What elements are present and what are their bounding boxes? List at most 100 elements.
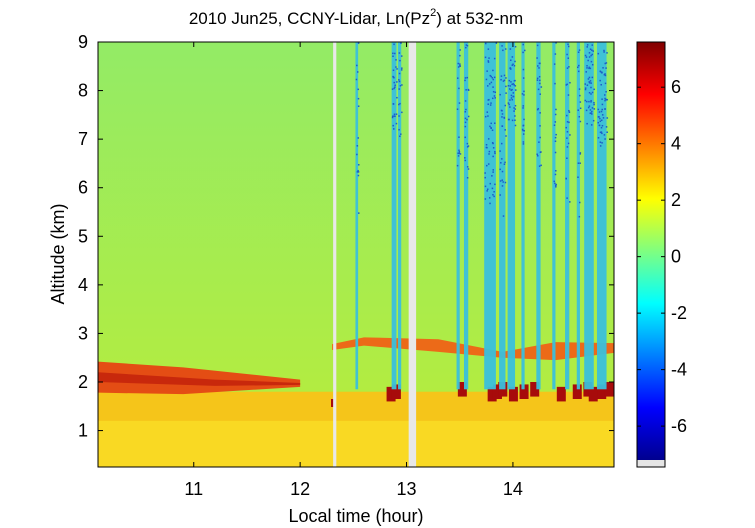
streak-noise: [599, 117, 601, 120]
x-axis: 11 12 13 14: [184, 42, 523, 499]
streak-noise: [604, 138, 606, 140]
streak-noise: [514, 119, 516, 122]
streak-noise: [500, 142, 503, 145]
streak-noise: [459, 153, 462, 155]
streak-noise: [393, 115, 396, 117]
streak-noise: [393, 43, 395, 46]
streak-noise: [590, 101, 592, 103]
streak-column: [463, 42, 469, 390]
streak-noise: [394, 84, 396, 87]
streak-noise: [495, 42, 498, 44]
streak-noise: [588, 67, 590, 70]
streak-noise: [565, 84, 568, 86]
streak-column: [391, 42, 397, 390]
streak-noise: [588, 52, 591, 54]
streak-noise: [566, 197, 568, 199]
streak-column: [499, 42, 506, 390]
streak-noise: [395, 113, 398, 115]
streak-noise: [590, 60, 593, 63]
streak-noise: [592, 119, 595, 122]
streak-noise: [485, 144, 488, 146]
y-tick-label: 5: [78, 226, 88, 246]
streak-noise: [579, 101, 582, 103]
colorbar-tick-label: -2: [671, 303, 687, 323]
streak-noise: [509, 85, 512, 87]
streak-noise: [514, 45, 517, 48]
streak-noise: [456, 108, 459, 110]
streak-noise: [487, 103, 489, 105]
streak-noise: [507, 102, 510, 104]
streak-noise: [464, 111, 467, 113]
streak-noise: [490, 122, 492, 125]
streak-noise: [401, 84, 403, 86]
streak-noise: [538, 141, 540, 143]
streak-noise: [502, 80, 505, 82]
streak-noise: [566, 137, 568, 139]
streak-noise: [512, 92, 515, 94]
streak-noise: [579, 94, 581, 97]
streak-noise: [392, 128, 395, 130]
colorbar-tick-label: -6: [671, 416, 687, 436]
streak-noise: [599, 145, 602, 147]
streak-noise: [491, 142, 494, 144]
streak-noise: [578, 64, 580, 67]
streak-noise: [484, 176, 486, 179]
streak-noise: [493, 122, 496, 124]
streak-noise: [591, 76, 594, 79]
streak-noise: [356, 71, 359, 73]
y-tick-label: 8: [78, 81, 88, 101]
streak-noise: [499, 93, 501, 96]
streak-noise: [539, 93, 542, 95]
streak-noise: [601, 98, 603, 100]
streak-noise: [591, 91, 594, 94]
x-tick-label: 13: [397, 479, 417, 499]
streak-noise: [505, 135, 507, 137]
streak-noise: [493, 195, 495, 198]
y-tick-label: 9: [78, 32, 88, 52]
streak-noise: [492, 97, 494, 100]
streak-noise: [487, 138, 490, 140]
streak-noise: [600, 131, 603, 133]
streak-noise: [590, 82, 592, 84]
streak-noise: [500, 162, 502, 164]
streak-noise: [507, 84, 510, 87]
streak-noise: [554, 121, 557, 123]
streak-noise: [399, 84, 402, 87]
streak-noise: [513, 110, 515, 112]
streak-noise: [514, 104, 517, 107]
streak-noise: [604, 74, 607, 77]
streak-noise: [394, 86, 396, 88]
streak-noise: [591, 63, 594, 66]
streak-noise: [501, 179, 504, 181]
streak-noise: [523, 118, 525, 121]
streak-noise: [600, 126, 603, 129]
streak-noise: [391, 116, 394, 119]
streak-noise: [536, 77, 539, 80]
streak-noise: [459, 49, 461, 51]
streak-noise: [357, 88, 359, 91]
streak-noise: [599, 79, 601, 82]
streak-noise: [502, 181, 504, 183]
streak-noise: [599, 131, 602, 134]
streak-noise: [485, 164, 488, 167]
streak-noise: [501, 113, 504, 115]
streak-noise: [457, 155, 460, 157]
data-gap: [333, 42, 337, 467]
streak-noise: [492, 171, 494, 173]
streak-noise: [494, 183, 496, 186]
streak-noise: [358, 212, 360, 214]
streak-noise: [493, 95, 496, 97]
streak-noise: [540, 86, 543, 88]
streak-noise: [553, 124, 556, 126]
streak-noise: [494, 150, 496, 153]
streak-noise: [457, 62, 460, 65]
streak-noise: [508, 88, 511, 90]
streak-noise: [513, 79, 516, 82]
streak-noise: [586, 44, 589, 46]
streak-noise: [513, 84, 515, 86]
streak-noise: [569, 81, 571, 84]
streak-noise: [487, 61, 490, 63]
streak-noise: [458, 136, 460, 138]
colorbar-end-cap: [637, 460, 665, 467]
cloud-signal-mark: [519, 384, 529, 399]
